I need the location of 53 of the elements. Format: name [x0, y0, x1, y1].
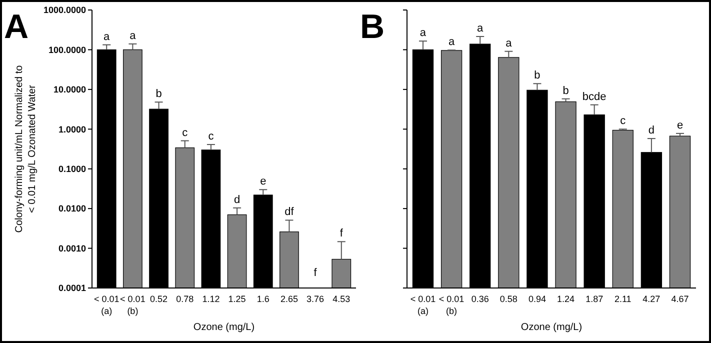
x-tick-label: 4.53 [332, 294, 350, 304]
x-tick-label: < 0.01 (a) [94, 294, 120, 316]
y-tick-label: 1000.0000 [43, 5, 86, 16]
y-tick-label: 1.0000 [58, 124, 86, 134]
x-tick-label: 2.65 [280, 294, 298, 304]
annotation: f [314, 267, 318, 279]
annotation: a [130, 30, 137, 42]
x-tick-label: 0.78 [176, 294, 194, 304]
chart-title: A [4, 8, 29, 46]
annotation: d [648, 124, 655, 137]
x-axis-title: Ozone (mg/L) [520, 322, 582, 333]
annotation: df [284, 206, 295, 218]
x-tick-label: 0.36 [471, 294, 489, 304]
x-tick-label: 0.58 [500, 294, 518, 304]
annotation: b [534, 70, 540, 82]
annotation: a [104, 30, 111, 43]
x-tick-label: 4.67 [671, 294, 689, 304]
x-tick-label: 3.76 [306, 294, 324, 304]
x-tick-label: 0.52 [150, 294, 168, 304]
annotation: b [156, 88, 162, 100]
x-tick-label: < 0.01 (b) [438, 294, 464, 316]
x-axis-title: Ozone (mg/L) [193, 322, 255, 333]
y-tick-label: 10.0000 [53, 84, 86, 95]
annotation: b [562, 84, 569, 97]
annotation: d [234, 194, 240, 206]
x-tick-label: 1.6 [256, 294, 270, 304]
annotation: a [420, 27, 427, 40]
x-tick-label: < 0.01 (b) [120, 294, 146, 316]
annotation: e [676, 119, 684, 132]
annotation: bcde [582, 90, 606, 103]
x-tick-label: 0.94 [528, 294, 546, 304]
chart-title: B [360, 8, 385, 46]
annotation: c [208, 130, 214, 143]
y-axis-title: Colony-forming unit/mL Normalized to < 0.01 mg/L Ozonated Water [14, 64, 38, 233]
x-tick-label: 1.87 [586, 294, 604, 304]
y-tick-label: 0.0100 [58, 204, 86, 214]
x-tick-label: 1.12 [202, 294, 220, 304]
x-tick-label: < 0.01 (a) [410, 294, 436, 316]
annotation: c [620, 115, 626, 128]
y-tick-label: 100.0000 [48, 44, 86, 55]
annotation: a [448, 36, 456, 48]
annotation: a [506, 37, 513, 50]
x-tick-label: 2.11 [614, 294, 632, 304]
annotation: f [340, 228, 344, 240]
annotation: a [477, 22, 484, 35]
annotation: e [260, 176, 266, 188]
y-tick-label: 0.0001 [58, 283, 86, 294]
y-tick-label: 0.0010 [58, 243, 86, 254]
x-tick-label: 1.25 [228, 294, 246, 304]
annotation: c [182, 126, 188, 139]
y-tick-label: 0.1000 [58, 164, 86, 174]
x-tick-label: 4.27 [642, 294, 660, 304]
x-tick-label: 1.24 [557, 294, 575, 304]
